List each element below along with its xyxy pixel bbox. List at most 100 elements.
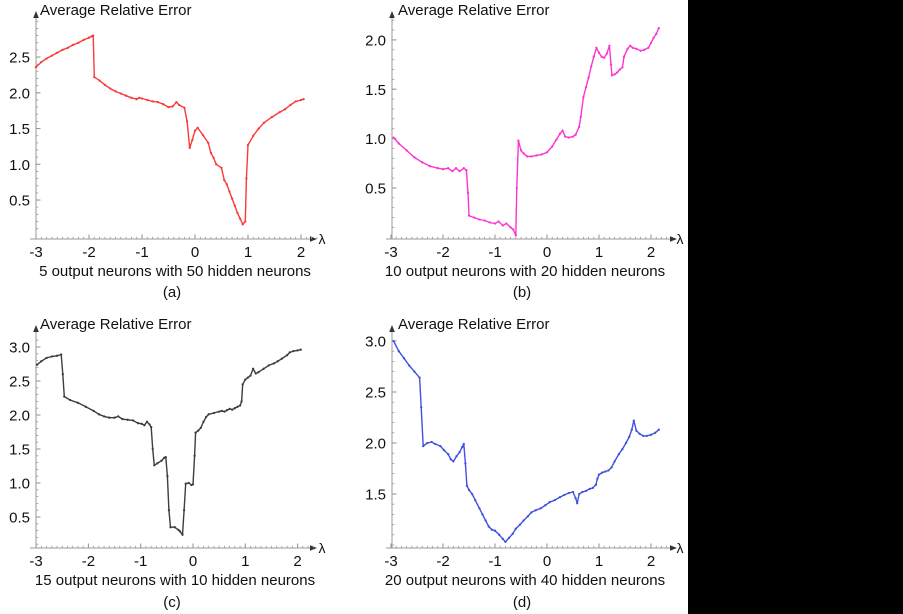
data-point-marker: [578, 492, 581, 496]
data-point-marker: [230, 197, 234, 200]
data-point-marker: [478, 218, 481, 221]
data-point-marker: [413, 370, 416, 373]
data-point-marker: [68, 398, 72, 402]
data-point-marker: [212, 156, 215, 160]
data-point-marker: [241, 223, 244, 226]
data-point-marker: [92, 409, 95, 413]
data-point-marker: [626, 47, 629, 50]
series-markers: [392, 26, 660, 237]
y-tick-label: 3.0: [365, 334, 386, 351]
data-point-marker: [151, 100, 154, 103]
data-point-marker: [84, 405, 87, 408]
chart-a-title: Average Relative Error: [40, 2, 192, 19]
data-point-marker: [498, 533, 501, 536]
data-point-marker: [609, 63, 613, 66]
chart-b-title: Average Relative Error: [398, 2, 550, 19]
data-point-marker: [40, 360, 43, 363]
data-point-marker: [655, 32, 658, 36]
data-point-marker: [610, 74, 614, 77]
data-point-marker: [228, 407, 231, 411]
data-point-marker: [493, 529, 497, 532]
chart-b: Average Relative Error -3 -2 -1 0 1 2 0.5 1.0 1.…: [344, 0, 689, 307]
data-point-marker: [76, 401, 80, 404]
y-axis-arrow-icon: [389, 11, 395, 18]
data-point-marker: [209, 151, 213, 155]
data-point-marker: [71, 43, 75, 47]
data-point-marker: [146, 98, 149, 102]
data-point-marker: [244, 220, 247, 223]
data-point-marker: [526, 515, 529, 518]
data-point-marker: [455, 455, 458, 458]
data-point-marker: [397, 142, 400, 145]
data-point-marker: [244, 378, 247, 381]
data-point-marker: [405, 149, 408, 152]
data-point-marker: [228, 190, 231, 193]
data-point-marker: [175, 100, 178, 104]
data-point-marker: [246, 376, 250, 379]
x-axis-label-lambda: λ: [319, 231, 326, 247]
y-tick-label: 1.5: [365, 487, 386, 504]
data-point-marker: [82, 38, 85, 42]
y-tick-label: 2.5: [365, 385, 386, 402]
data-point-marker: [473, 216, 476, 219]
x-axis-arrow-icon: [670, 545, 677, 551]
data-point-marker: [60, 353, 63, 356]
data-point-marker: [514, 527, 517, 530]
data-point-marker: [131, 419, 135, 422]
data-point-marker: [544, 504, 547, 507]
data-point-marker: [61, 373, 64, 376]
data-point-marker: [535, 154, 538, 157]
data-point-marker: [584, 86, 588, 89]
x-tick-label: -3: [29, 244, 42, 261]
data-point-marker: [183, 106, 186, 109]
data-point-marker: [530, 511, 533, 514]
data-point-marker: [509, 226, 512, 229]
data-point-marker: [451, 170, 454, 173]
data-point-marker: [526, 155, 529, 158]
data-point-marker: [649, 41, 653, 45]
data-point-marker: [474, 498, 477, 502]
data-point-marker: [639, 49, 642, 52]
data-point-marker: [171, 105, 174, 108]
data-point-marker: [595, 46, 598, 49]
y-tick-label: 2.0: [9, 85, 30, 102]
data-point-marker: [581, 490, 584, 494]
data-point-marker: [630, 428, 633, 431]
data-point-marker: [55, 354, 59, 357]
data-point-marker: [193, 454, 196, 457]
data-point-marker: [140, 97, 144, 100]
data-point-marker: [156, 462, 159, 465]
data-point-marker: [421, 161, 424, 164]
x-tick-label: 1: [595, 553, 603, 570]
data-point-marker: [193, 129, 197, 132]
data-point-marker: [135, 98, 138, 101]
data-point-marker: [178, 530, 182, 533]
data-point-marker: [166, 475, 169, 478]
data-point-marker: [201, 133, 205, 137]
data-point-marker: [92, 34, 95, 37]
x-axis-label-lambda: λ: [319, 540, 326, 556]
data-point-marker: [567, 491, 570, 495]
data-point-marker: [461, 445, 464, 449]
data-point-marker: [588, 487, 591, 491]
data-point-marker: [464, 462, 467, 465]
y-tick-label: 1.0: [9, 157, 30, 174]
data-point-marker: [233, 204, 236, 207]
data-point-marker: [604, 470, 607, 473]
data-point-marker: [173, 526, 176, 529]
data-point-marker: [555, 138, 558, 141]
right-black-bar: [688, 0, 903, 614]
data-point-marker: [249, 374, 252, 377]
data-point-marker: [194, 431, 197, 434]
data-point-marker: [302, 98, 305, 101]
chart-c: Average Relative Error -3 -2 -1 0 1 2 0.5 1.0 1.…: [0, 307, 344, 614]
chart-c-plot: -3 -2 -1 0 1 2 0.5 1.0 1.5 2.0 2.5 3.0 λ: [9, 325, 326, 570]
data-point-marker: [654, 431, 657, 434]
y-tick-label: 2.5: [9, 374, 30, 391]
data-point-marker: [153, 464, 156, 467]
y-tick-label: 0.5: [9, 193, 30, 210]
data-point-marker: [530, 155, 533, 158]
data-point-marker: [487, 525, 490, 528]
data-point-marker: [430, 440, 433, 444]
